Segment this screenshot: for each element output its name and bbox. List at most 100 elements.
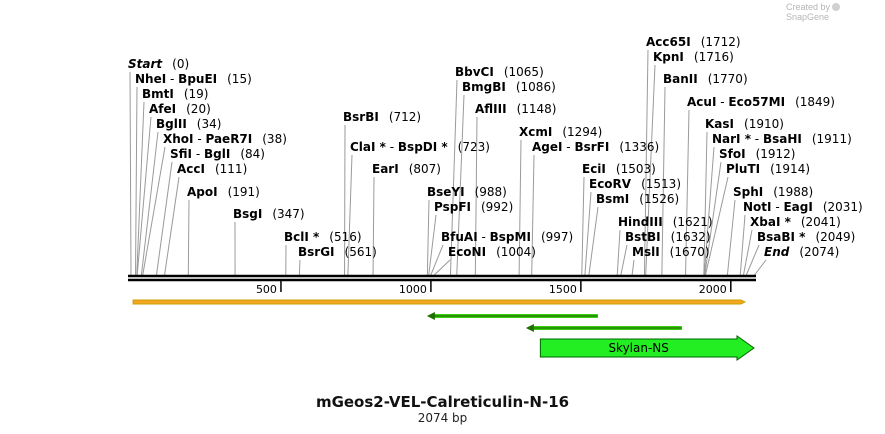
enzyme-position-acc65i: (1712) [701,35,741,49]
enzyme-sep-xhoi: - [194,132,206,146]
credit-brand: SnapGene [786,12,830,22]
enzyme-label-bglii: BglII (34) [156,117,221,131]
enzyme-name-eari: EarI [372,162,399,176]
enzyme-name-ecii: EciI [582,162,606,176]
enzyme-star2-clai: * [437,140,448,154]
enzyme-label-bmgbi: BmgBI (1086) [462,80,556,94]
enzyme-name-ecorv: EcoRV [589,177,632,191]
enzyme-label-bmti: BmtI (19) [142,87,209,101]
leader-line-hindiii [616,229,621,278]
enzyme-name-xbai: XbaI [750,215,780,229]
enzyme-name-acci: AccI [177,162,205,176]
enzyme-position-bsrgi: (561) [345,245,377,259]
leader-line-bmti [136,101,145,278]
enzyme-label-bsgi: BsgI (347) [233,207,305,221]
enzyme-name-acc65i: Acc65I [646,35,691,49]
enzyme-name-bfuai: BfuAI [441,230,478,244]
enzyme-name-sphi: SphI [733,185,763,199]
leader-line-bsrgi [298,259,301,278]
enzyme-label-start: Start (0) [128,57,189,71]
enzyme-label-xcmi: XcmI (1294) [519,125,602,139]
leader-line-ecorv [584,191,592,278]
snapgene-logo-icon [832,3,841,11]
orf-arrow [132,299,747,305]
enzyme-label-ecii: EciI (1503) [582,162,656,176]
enzyme-name-pspfi: PspFI [434,200,471,214]
enzyme-label-agei: AgeI - BsrFI (1336) [532,140,659,154]
leader-line-afliii [474,116,478,278]
leader-line-sfii [155,161,173,278]
enzyme-position-kasi: (1910) [744,117,784,131]
enzyme-name-nhei: NheI [135,72,166,86]
enzyme-label-noti: NotI - EagI (2031) [743,200,863,214]
enzyme-position-kpni: (1716) [694,50,734,64]
leader-line-kasi [703,131,708,278]
features-track: Skylan-NS [132,299,755,361]
enzyme-position-acui: (1849) [795,95,835,109]
enzyme-position-afei: (20) [186,102,211,116]
enzyme-sep-bfuai: - [478,230,490,244]
feature-arrow-skylan-ns [539,335,755,361]
enzyme-name-bsgi: BsgI [233,207,262,221]
enzyme-position-bsmi: (1526) [639,192,679,206]
feature-label-skylan-ns: Skylan-NS [608,341,668,355]
ruler: 500 1000 1500 2000 [256,279,732,296]
leader-line-pluti [704,176,729,278]
leader-line-apoi [187,199,190,278]
enzyme-name-end: End [764,245,790,259]
primer-arrowhead-1 [426,312,435,320]
enzyme-leader-lines [129,49,767,278]
credit-created-by: Created by [786,2,831,12]
leader-line-bmgbi [456,94,465,278]
leader-line-econi [431,259,451,278]
enzyme-name-banii: BanII [663,72,698,86]
enzyme-position-eari: (807) [409,162,441,176]
enzyme-position-hindiii: (1621) [673,215,713,229]
enzyme-name-kpni: KpnI [653,50,684,64]
enzyme-name-bmti: BmtI [142,87,174,101]
enzyme-position-xbai: (2041) [801,215,841,229]
enzyme-star-xbai: * [780,215,791,229]
enzyme-position-bsgi: (347) [272,207,304,221]
leader-line-acui [685,109,690,278]
leader-line-msli [631,259,635,278]
enzyme-name-afei: AfeI [149,102,176,116]
enzyme-label-bsabi: BsaBI * (2049) [757,230,855,244]
leader-line-acc65i [643,49,649,278]
enzyme-label-nhei: NheI - BpuEI (15) [135,72,252,86]
enzyme-position-noti: (2031) [823,200,863,214]
enzyme-star-clai: * [375,140,386,154]
enzyme-name-bglii: BglII [156,117,187,131]
enzyme-position-bbvci: (1065) [504,65,544,79]
enzyme-name-xhoi: XhoI [163,132,194,146]
enzyme-star-bcli: * [309,230,320,244]
leader-line-bfuai [429,244,444,278]
enzyme-name-sfii: SfiI [170,147,192,161]
enzyme-star-nari: * [741,132,752,146]
enzyme-label-xbai: XbaI * (2041) [750,215,841,229]
enzyme-name-msli: MslI [632,245,660,259]
enzyme-position-econi: (1004) [496,245,536,259]
leader-line-pspfi [428,214,437,278]
enzyme-label-bcli: BclI * (516) [284,230,362,244]
enzyme-position-msli: (1670) [670,245,710,259]
enzyme-name-sfoi: SfoI [719,147,746,161]
enzyme-name-bsrgi: BsrGI [298,245,335,259]
enzyme-label-bsmi: BsmI (1526) [596,192,679,206]
leader-line-nari [703,146,715,278]
enzyme-label-hindiii: HindIII (1621) [618,215,713,229]
leader-line-nhei [134,86,138,278]
enzyme-name-bcli: BclI [284,230,309,244]
enzyme-label-sfii: SfiI - BglI (84) [170,147,265,161]
enzyme-label-sfoi: SfoI (1912) [719,147,795,161]
enzyme-position-bmti: (19) [184,87,209,101]
enzyme-star-bsabi: * [795,230,806,244]
dna-backbone [128,274,756,282]
leader-line-ecii [581,176,585,278]
enzyme-position-pluti: (1914) [770,162,810,176]
enzyme-name2-paer7i: PaeR7I [205,132,252,146]
enzyme-position-end: (2074) [799,245,839,259]
enzyme-name-econi: EcoNI [448,245,486,259]
enzyme-position-nhei: (15) [227,72,252,86]
ruler-label-2000: 2000 [699,283,727,296]
